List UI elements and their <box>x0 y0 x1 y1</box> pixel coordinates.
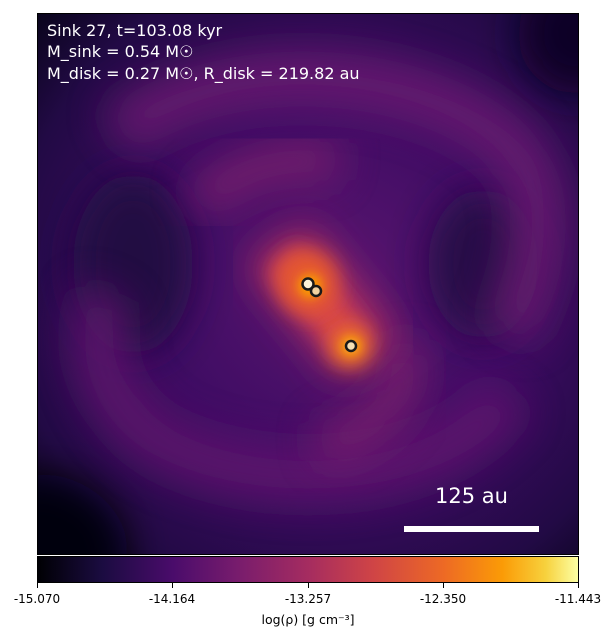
colorbar-tick-label-4: -11.443 <box>554 592 602 606</box>
colorbar-tick-4 <box>578 583 579 588</box>
colorbar <box>37 556 579 583</box>
colorbar-tick-label-3: -12.350 <box>419 592 467 606</box>
sink-marker-c <box>344 339 358 353</box>
sink-time-label: Sink 27, t=103.08 kyr <box>47 21 223 40</box>
colorbar-tick-3 <box>443 583 444 588</box>
density-map <box>37 13 579 555</box>
sink-marker-a <box>301 277 315 291</box>
density-image <box>38 14 578 554</box>
colorbar-label: log(ρ) [g cm⁻³] <box>261 612 355 627</box>
colorbar-tick-label-1: -14.164 <box>148 592 196 606</box>
colorbar-tick-label-0: -15.070 <box>13 592 61 606</box>
colorbar-tick-2 <box>308 583 309 588</box>
colorbar-tick-1 <box>172 583 173 588</box>
scale-bar <box>404 526 539 532</box>
sink-mass-label: M_sink = 0.54 M☉ <box>47 42 194 61</box>
scale-bar-label: 125 au <box>435 484 508 508</box>
disk-properties-label: M_disk = 0.27 M☉, R_disk = 219.82 au <box>47 64 360 83</box>
sink-marker-b <box>309 284 323 298</box>
colorbar-tick-label-2: -13.257 <box>284 592 332 606</box>
colorbar-tick-0 <box>37 583 38 588</box>
